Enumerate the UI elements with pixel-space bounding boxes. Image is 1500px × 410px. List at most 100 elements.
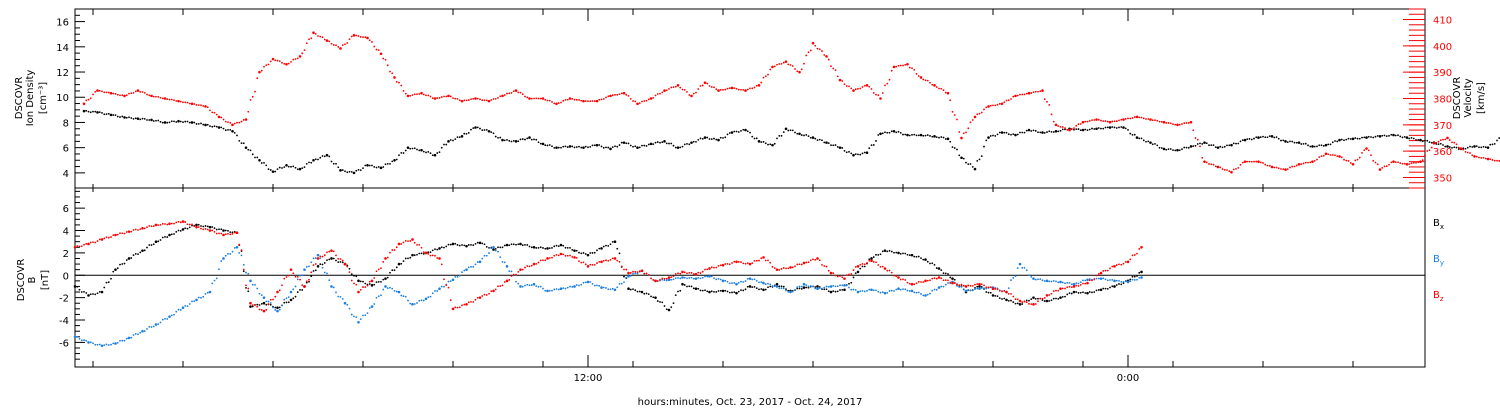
by-point-interp: [296, 278, 299, 281]
density-point-interp: [1448, 146, 1451, 148]
velocity-point-interp: [1003, 101, 1006, 104]
bx-point-interp: [470, 244, 472, 246]
bz-point-interp: [805, 261, 808, 264]
by-point-interp: [170, 314, 173, 317]
bx-point-interp: [220, 228, 223, 231]
velocity-point: [474, 97, 477, 100]
velocity-point-interp: [260, 69, 263, 72]
velocity-point-interp: [404, 92, 407, 95]
bz-point-interp: [503, 281, 506, 283]
bz-point-interp: [1066, 286, 1069, 289]
density-point-interp: [303, 166, 306, 169]
velocity-point-interp: [1466, 151, 1469, 154]
by-point-interp: [746, 277, 749, 280]
velocity-point-interp: [98, 89, 101, 92]
velocity-point-interp: [1037, 90, 1039, 93]
velocity-point-interp: [1334, 154, 1336, 157]
velocity-point-interp: [1309, 161, 1312, 164]
density-point: [123, 116, 126, 119]
bx-point-interp: [242, 270, 245, 273]
density-point: [1473, 145, 1476, 148]
by-point-interp: [299, 274, 301, 277]
bx-point-interp: [663, 305, 666, 307]
velocity-point: [919, 76, 923, 79]
velocity-point-interp: [1397, 161, 1399, 164]
bx-point-interp: [314, 269, 317, 272]
density-point-interp: [449, 139, 452, 141]
velocity-point-interp: [656, 93, 659, 95]
density-point-interp: [1408, 137, 1411, 140]
bz-point-interp: [863, 263, 866, 266]
velocity-point-interp: [998, 102, 1001, 105]
density-point-interp: [769, 143, 772, 146]
bz-point-interp: [780, 267, 783, 270]
by-point-interp: [1064, 282, 1066, 285]
bz-point-interp: [206, 228, 209, 231]
density-point-interp: [377, 166, 380, 168]
velocity-point: [757, 84, 761, 87]
density-point-interp: [105, 113, 108, 116]
bz-point-interp: [402, 241, 405, 244]
bx-point-interp: [989, 291, 992, 294]
density-point-interp: [1178, 149, 1181, 152]
velocity-point-interp: [611, 94, 614, 97]
velocity-point-interp: [1493, 159, 1496, 162]
bz-point-interp: [960, 283, 963, 286]
density-point: [663, 140, 666, 143]
density-point-interp: [141, 117, 144, 120]
bz-point-interp: [319, 255, 322, 258]
velocity-point: [312, 31, 315, 34]
bz-point-interp: [238, 243, 241, 246]
velocity-point-interp: [391, 72, 394, 75]
density-point-interp: [740, 129, 742, 132]
bz-point-interp: [764, 259, 767, 262]
bz-point: [1113, 265, 1116, 268]
velocity-point-interp: [1442, 138, 1444, 141]
bx-point-interp: [1104, 287, 1107, 290]
density-point-interp: [85, 109, 88, 112]
density-point: [1108, 126, 1112, 129]
bz-point-interp: [476, 296, 479, 299]
bx-point-interp: [321, 263, 324, 266]
velocity-point-interp: [494, 97, 497, 100]
bz-point-interp: [292, 272, 295, 275]
density-point-interp: [215, 125, 218, 128]
by-point: [667, 278, 671, 282]
density-point: [433, 153, 437, 157]
by-point-interp: [218, 268, 220, 271]
by-point: [762, 281, 765, 285]
by-point-interp: [1007, 287, 1010, 290]
by-point: [1099, 277, 1103, 280]
velocity-point-interp: [1172, 123, 1174, 126]
bx-point-interp: [780, 285, 783, 288]
by-point: [856, 290, 860, 294]
velocity-point-interp: [888, 78, 891, 81]
by-point-interp: [908, 290, 911, 292]
by-point-interp: [490, 247, 493, 250]
density-point-interp: [323, 155, 326, 158]
density-point-interp: [944, 138, 947, 140]
density-point-interp: [557, 146, 560, 149]
velocity-point-interp: [971, 119, 974, 121]
by-point-interp: [1048, 280, 1051, 283]
bz-point-interp: [994, 288, 997, 290]
density-point-interp: [1106, 126, 1109, 129]
bz-point: [222, 233, 225, 237]
bx-point: [910, 253, 914, 257]
density-point-interp: [755, 137, 758, 140]
density-point-interp: [1241, 139, 1244, 142]
velocity-point-interp: [186, 101, 189, 104]
bz-point: [762, 256, 765, 259]
velocity-point-interp: [1201, 156, 1204, 159]
velocity-point-interp: [1073, 127, 1075, 130]
velocity-point: [1459, 147, 1463, 150]
density-point-interp: [305, 162, 308, 165]
by-point: [208, 290, 212, 294]
bx-point-interp: [1010, 299, 1012, 302]
density-point-interp: [1331, 141, 1334, 144]
density-point-interp: [803, 134, 805, 137]
velocity-point-interp: [899, 64, 902, 67]
bx-point-interp: [868, 258, 871, 261]
density-point-interp: [634, 145, 637, 148]
